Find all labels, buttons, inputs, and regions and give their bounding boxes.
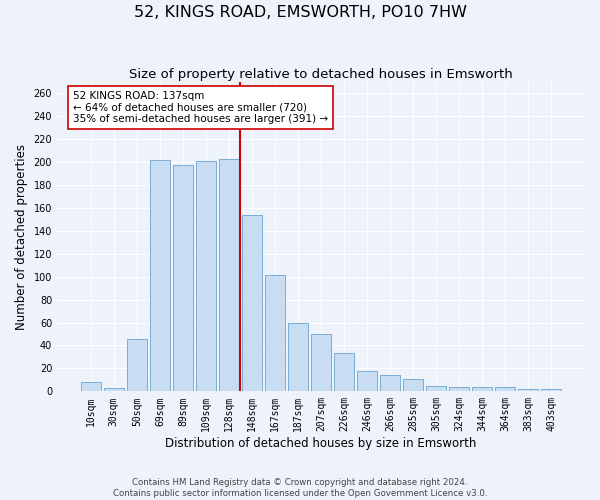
Bar [311, 334, 331, 392]
Bar [288, 322, 308, 392]
Bar [81, 382, 101, 392]
Bar [518, 389, 538, 392]
Bar [472, 386, 492, 392]
Bar [380, 376, 400, 392]
Bar [449, 386, 469, 392]
Text: 52 KINGS ROAD: 137sqm
← 64% of detached houses are smaller (720)
35% of semi-det: 52 KINGS ROAD: 137sqm ← 64% of detached … [73, 91, 328, 124]
Bar [334, 354, 354, 392]
Bar [104, 388, 124, 392]
Bar [403, 378, 423, 392]
Bar [265, 276, 285, 392]
Bar [173, 166, 193, 392]
Bar [541, 389, 561, 392]
Bar [196, 161, 216, 392]
Text: Contains HM Land Registry data © Crown copyright and database right 2024.
Contai: Contains HM Land Registry data © Crown c… [113, 478, 487, 498]
X-axis label: Distribution of detached houses by size in Emsworth: Distribution of detached houses by size … [166, 437, 477, 450]
Title: Size of property relative to detached houses in Emsworth: Size of property relative to detached ho… [129, 68, 513, 80]
Bar [150, 160, 170, 392]
Bar [357, 370, 377, 392]
Bar [219, 158, 239, 392]
Text: 52, KINGS ROAD, EMSWORTH, PO10 7HW: 52, KINGS ROAD, EMSWORTH, PO10 7HW [133, 5, 467, 20]
Bar [496, 386, 515, 392]
Y-axis label: Number of detached properties: Number of detached properties [15, 144, 28, 330]
Bar [242, 214, 262, 392]
Bar [127, 338, 146, 392]
Bar [427, 386, 446, 392]
